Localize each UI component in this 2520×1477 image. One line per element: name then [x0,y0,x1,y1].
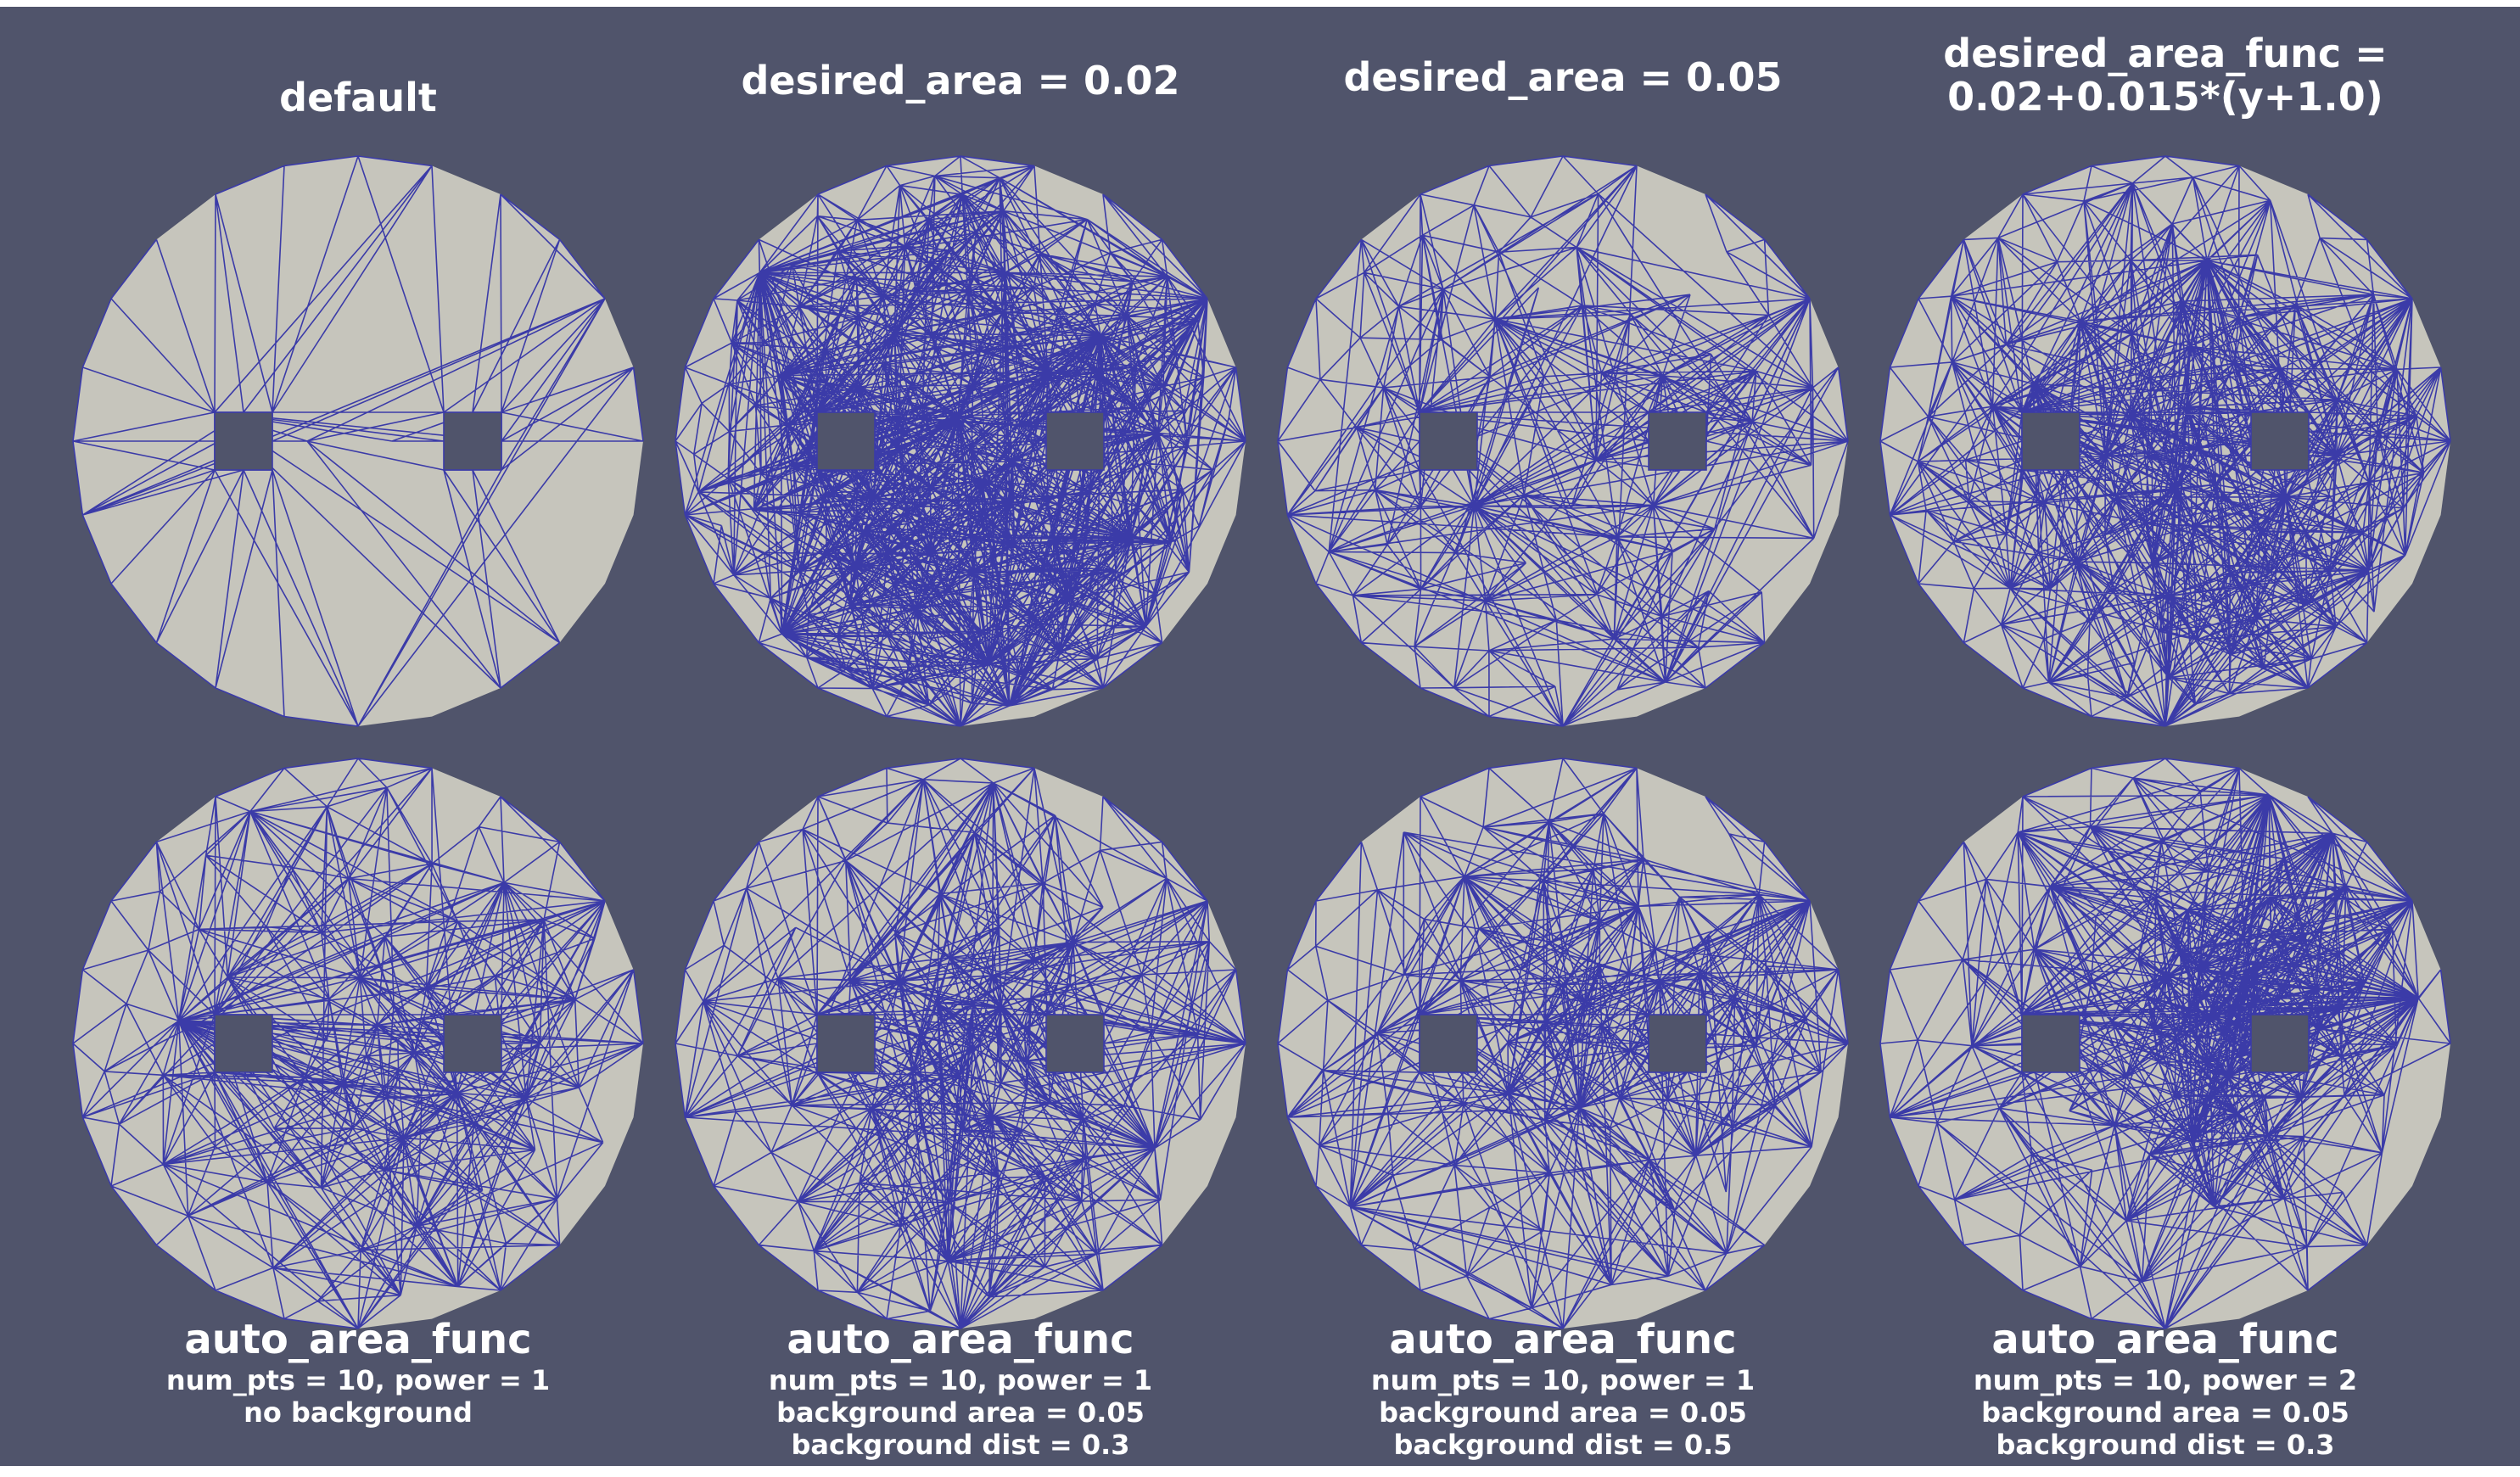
title-line-1: desired_area = 0.05 [1343,54,1783,100]
left-hole [1419,1014,1478,1073]
right-hole [1648,411,1707,471]
mesh-edges [72,758,644,1329]
subtitle-line-3: background dist = 0.3 [791,1429,1130,1461]
right-hole [2250,411,2310,471]
panel-auto-area-func-1: auto_area_func num_pts = 10, power = 1 n… [44,755,672,1466]
mesh-plot [1879,155,2451,727]
mesh-edges [1277,155,1849,727]
subtitle-line-2: background area = 0.05 [776,1396,1145,1429]
panel-desired-area-005: desired_area = 0.05 [1249,7,1877,736]
left-hole [214,1014,273,1073]
right-hole [2250,1014,2310,1073]
panel-desired-area-002: desired_area = 0.02 [647,7,1274,736]
left-hole [214,411,273,471]
mesh-edges [1277,758,1849,1329]
subtitle-line-1: num_pts = 10, power = 1 [1370,1364,1756,1396]
subtitle-line-3: background dist = 0.5 [1393,1429,1733,1461]
title-line-1: desired_area = 0.02 [741,58,1180,104]
title-line-1: auto_area_func [1991,1316,2339,1363]
panel-default: default [44,7,672,736]
panel-auto-area-func-4: auto_area_func num_pts = 10, power = 2 b… [1851,755,2479,1466]
subtitle-line-1: num_pts = 10, power = 2 [1973,1364,2358,1396]
panel-auto-area-func-2: auto_area_func num_pts = 10, power = 1 b… [647,755,1274,1466]
mesh-plot [72,758,644,1329]
mesh-group [1879,758,2451,1329]
subtitle-line-3: background dist = 0.3 [1996,1429,2335,1461]
subtitle-line-1: num_pts = 10, power = 1 [165,1364,551,1396]
panel-title: default [44,76,672,120]
mesh-group [675,758,1246,1329]
right-hole [1045,1014,1105,1073]
panel-title: auto_area_func [1851,1318,2479,1362]
right-hole [1648,1014,1707,1073]
left-hole [2021,1014,2080,1073]
right-hole [443,411,502,471]
title-line-1: default [279,75,437,120]
right-hole [1045,411,1105,471]
panel-title: auto_area_func [44,1318,672,1362]
right-hole [443,1014,502,1073]
subtitle-line-2: background area = 0.05 [1981,1396,2349,1429]
mesh-group [1277,155,1849,727]
subtitle-line-2: background area = 0.05 [1379,1396,1747,1429]
subtitle-line-2: no background [244,1396,473,1429]
title-line-1: desired_area_func = [1943,31,2388,76]
left-hole [816,411,876,471]
panel-title: desired_area = 0.02 [647,59,1274,103]
left-hole [1419,411,1478,471]
left-hole [2021,411,2080,471]
title-line-1: auto_area_func [1389,1316,1737,1363]
panel-title: auto_area_func [647,1318,1274,1362]
mesh-plot [1277,758,1849,1329]
panel-desired-area-func: desired_area_func = 0.02+0.015*(y+1.0) [1851,7,2479,736]
panel-title: desired_area = 0.05 [1249,56,1877,99]
title-line-1: auto_area_func [184,1316,532,1363]
mesh-group [1277,758,1849,1329]
panel-subtitle: num_pts = 10, power = 1 background area … [647,1364,1274,1461]
panel-title: desired_area_func = 0.02+0.015*(y+1.0) [1851,32,2479,118]
mesh-group [72,155,644,727]
left-hole [816,1014,876,1073]
mesh-group [1879,155,2451,727]
panel-auto-area-func-3: auto_area_func num_pts = 10, power = 1 b… [1249,755,1877,1466]
mesh-group [72,758,644,1329]
mesh-plot [675,758,1246,1329]
mesh-plot [1879,758,2451,1329]
figure-canvas: default desired_area = 0.02 desired_area… [0,7,2520,1466]
mesh-plot [675,155,1246,727]
mesh-plot [72,155,644,727]
panel-subtitle: num_pts = 10, power = 1 no background [44,1364,672,1429]
panel-subtitle: num_pts = 10, power = 1 background area … [1249,1364,1877,1461]
mesh-plot [1277,155,1849,727]
panel-title: auto_area_func [1249,1318,1877,1362]
mesh-edges [1879,758,2451,1329]
title-line-1: auto_area_func [787,1316,1134,1363]
subtitle-line-1: num_pts = 10, power = 1 [768,1364,1153,1396]
title-line-2: 0.02+0.015*(y+1.0) [1947,73,2383,120]
mesh-group [675,155,1246,727]
panel-subtitle: num_pts = 10, power = 2 background area … [1851,1364,2479,1461]
